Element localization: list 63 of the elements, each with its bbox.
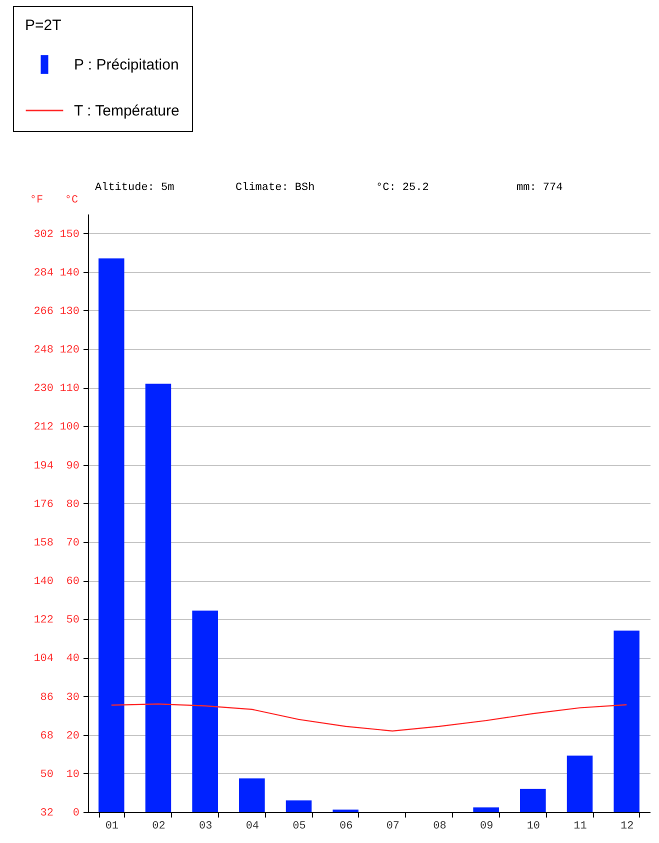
y2-tick-label: 266 bbox=[34, 306, 54, 318]
x-tick-label: 10 bbox=[526, 820, 540, 832]
bar bbox=[286, 800, 312, 812]
bar bbox=[566, 756, 593, 812]
x-tick-label: 05 bbox=[292, 820, 306, 832]
legend-label: T : Température bbox=[74, 102, 180, 120]
y2-tick-label: 50 bbox=[40, 768, 54, 781]
y2-tick-label: 194 bbox=[34, 460, 54, 472]
bar bbox=[98, 258, 124, 812]
x-tick-label: 11 bbox=[574, 820, 588, 832]
x-tick-label: 02 bbox=[152, 820, 166, 832]
y2-tick-label: 32 bbox=[40, 808, 54, 820]
text: °C: 25.2 bbox=[376, 182, 429, 194]
y-tick-label: 90 bbox=[66, 460, 80, 472]
y2-tick-label: 86 bbox=[40, 692, 54, 704]
y2-tick-label: 68 bbox=[40, 730, 54, 742]
y2-tick-label: 176 bbox=[34, 498, 54, 511]
y-tick-label: 60 bbox=[66, 576, 80, 588]
y-tick-label: 20 bbox=[66, 730, 80, 742]
y-tick-label: 40 bbox=[66, 653, 80, 666]
x-tick-label: 01 bbox=[105, 820, 119, 832]
y-tick-label: 80 bbox=[66, 498, 80, 511]
text: Altitude: 5m bbox=[95, 182, 175, 194]
y2-tick-label: 140 bbox=[34, 576, 54, 588]
legend-title: P=2T bbox=[25, 17, 62, 34]
x-tick-label: 09 bbox=[480, 820, 494, 832]
y2-tick-label: 104 bbox=[34, 653, 54, 666]
text: mm: 774 bbox=[516, 182, 564, 194]
x-tick-label: 04 bbox=[246, 820, 260, 832]
y-tick-label: 100 bbox=[60, 422, 80, 434]
bar bbox=[473, 807, 499, 812]
y-tick-label: 30 bbox=[66, 692, 80, 704]
x-tick-label: 03 bbox=[198, 820, 212, 832]
y2-tick-label: 212 bbox=[34, 422, 54, 434]
y-tick-label: 110 bbox=[60, 383, 80, 396]
y2-tick-label: 302 bbox=[34, 228, 54, 241]
y2-tick-label: 158 bbox=[34, 537, 54, 550]
y-tick-label: 120 bbox=[60, 344, 80, 357]
x-tick-label: 06 bbox=[339, 820, 353, 832]
y-tick-label: 10 bbox=[66, 768, 80, 781]
y-tick-label: 140 bbox=[60, 267, 80, 280]
text: Climate: BSh bbox=[236, 182, 315, 194]
bar bbox=[192, 610, 218, 812]
bar bbox=[239, 778, 265, 812]
y-tick-label: 0 bbox=[72, 808, 80, 820]
bar bbox=[520, 788, 546, 812]
line-series bbox=[110, 703, 628, 732]
y2-tick-label: 230 bbox=[34, 383, 54, 396]
y2-axis-title: °F bbox=[30, 194, 44, 206]
bar bbox=[145, 384, 172, 812]
y-tick-label: 130 bbox=[60, 306, 80, 318]
legend-label: P : Précipitation bbox=[74, 56, 179, 74]
y-tick-label: 150 bbox=[60, 228, 80, 241]
y2-tick-label: 122 bbox=[34, 614, 54, 627]
y2-tick-label: 284 bbox=[34, 267, 54, 280]
y-tick-label: 50 bbox=[66, 614, 80, 627]
x-tick-label: 12 bbox=[620, 820, 634, 832]
y2-tick-label: 248 bbox=[34, 344, 54, 357]
x-tick-label: 08 bbox=[433, 820, 446, 832]
y-axis-title: °C bbox=[64, 194, 78, 206]
x-tick-label: 07 bbox=[386, 820, 400, 832]
bar bbox=[614, 630, 640, 812]
y-tick-label: 70 bbox=[66, 537, 80, 550]
